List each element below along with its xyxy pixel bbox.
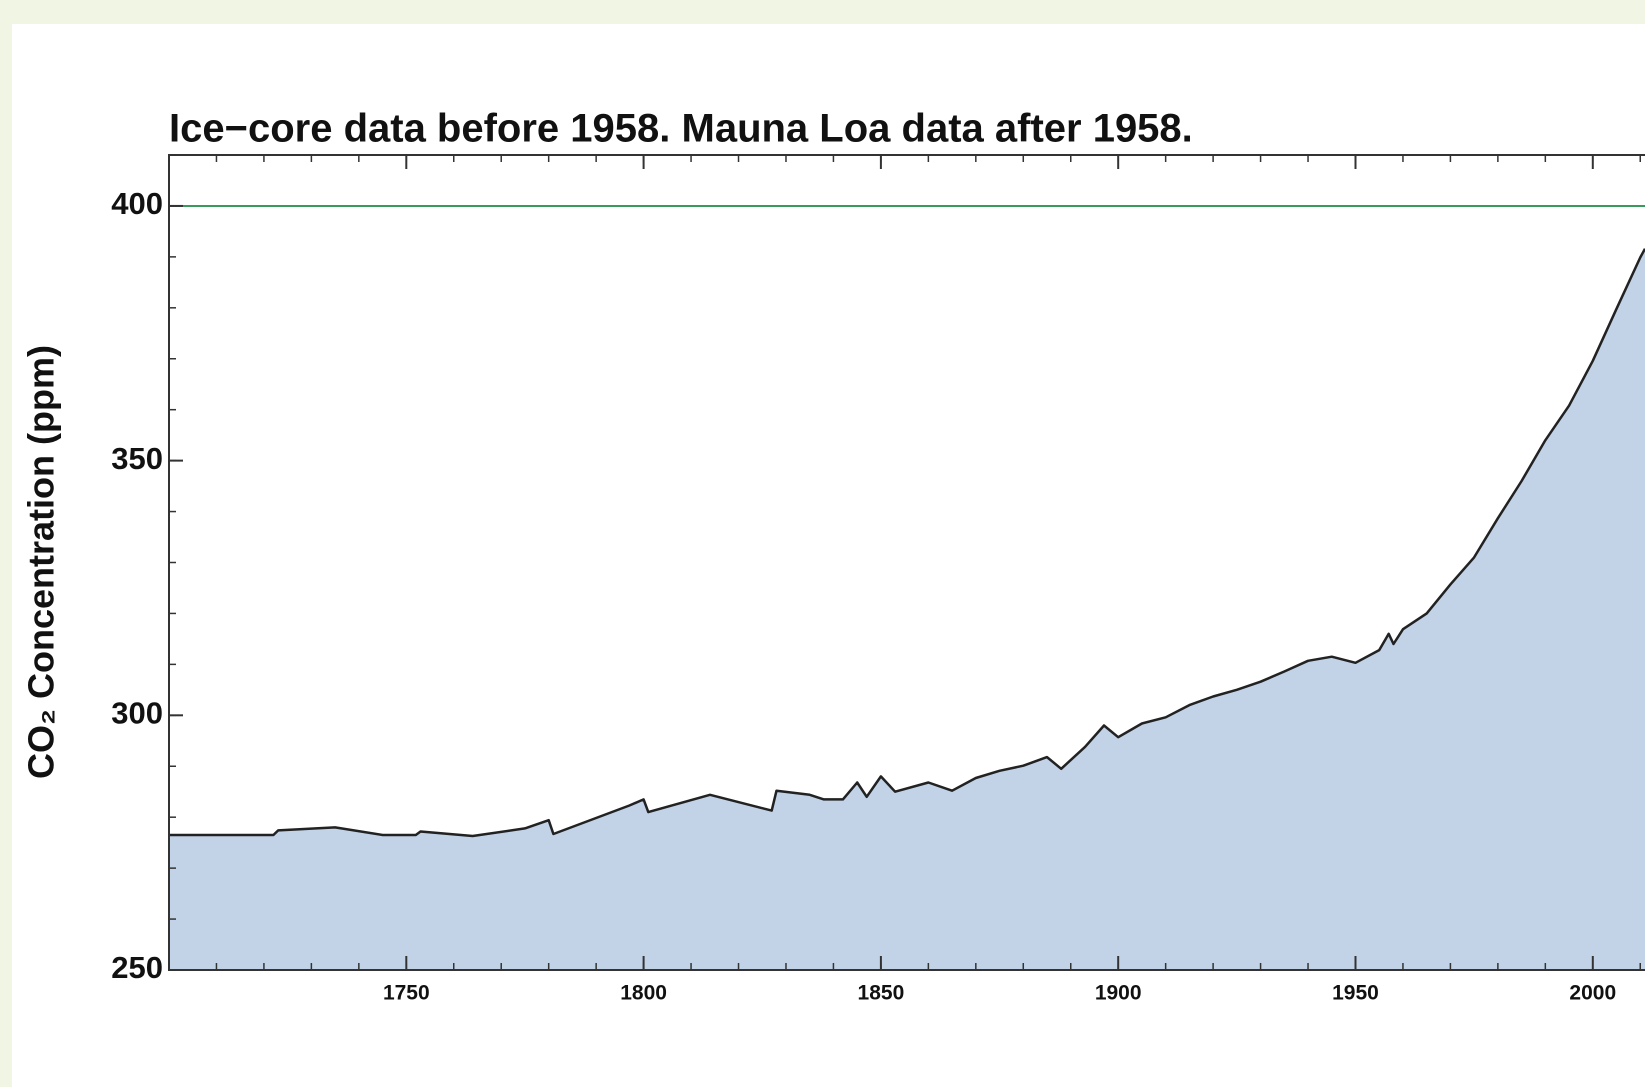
area (169, 248, 1645, 970)
x-tick-label: 2000 (1569, 982, 1616, 1005)
line (169, 248, 1645, 838)
x-tick-label: 1950 (1332, 982, 1379, 1005)
x-tick-label: 1850 (858, 982, 905, 1005)
chart-title: Ice−core data before 1958. Mauna Loa dat… (169, 107, 1193, 151)
x-tick-label: 1750 (383, 982, 430, 1005)
y-tick-label: 300 (111, 696, 163, 731)
y-axis-label: CO₂ Concentration (ppm) (21, 345, 62, 779)
y-tick-label: 400 (111, 186, 163, 221)
x-tick-label: 1900 (1095, 982, 1142, 1005)
y-tick-label: 350 (111, 441, 163, 476)
y-tick-label: 250 (111, 950, 163, 985)
x-tick-label: 1800 (620, 982, 667, 1005)
